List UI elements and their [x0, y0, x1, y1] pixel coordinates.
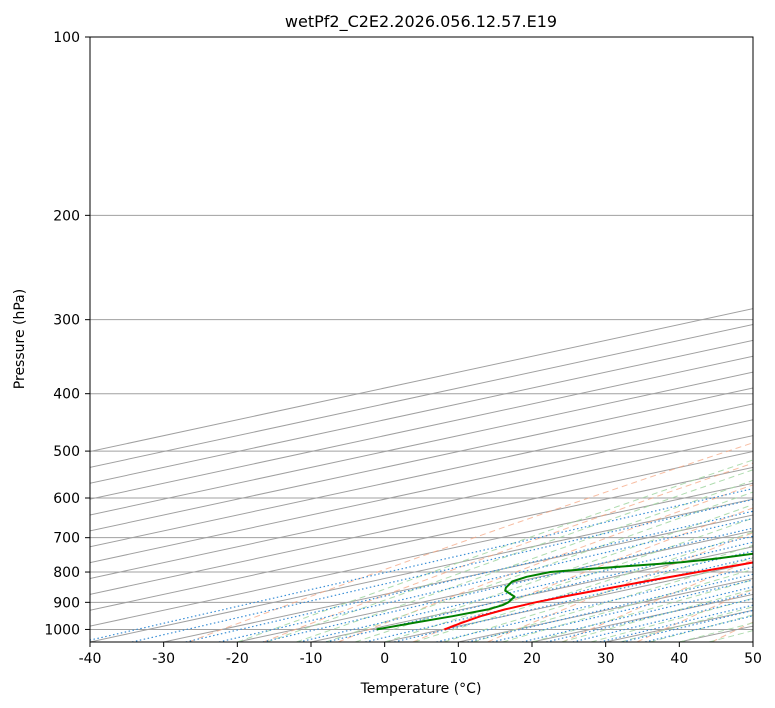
y-tick-label: 400	[53, 387, 80, 403]
mixing-ratio-line	[365, 550, 753, 642]
isotherm-gridline	[90, 435, 753, 580]
isotherm-gridline	[90, 308, 753, 453]
plot-frame	[89, 36, 754, 643]
isotherm-gridline	[90, 451, 753, 595]
isotherm-gridline	[90, 403, 753, 548]
mixing-ratio-line	[218, 517, 753, 642]
isotherm-gridline	[237, 530, 753, 642]
isotherm-gridline	[90, 466, 753, 611]
temperature-profile-line	[444, 561, 753, 631]
moist-adiabat	[443, 544, 753, 642]
x-axis-label: Temperature (°C)	[360, 681, 482, 697]
moist-adiabat	[296, 479, 753, 642]
moist-adiabat	[237, 459, 753, 642]
x-tick-label: 50	[744, 651, 762, 667]
moist-adiabat	[502, 568, 753, 642]
isotherm-gridline	[90, 324, 753, 468]
dry-adiabat	[188, 442, 753, 642]
x-tick-label: -10	[300, 651, 323, 667]
x-tick-label: -30	[152, 651, 175, 667]
y-tick-label: 100	[53, 30, 80, 46]
y-axis-label: Pressure (hPa)	[12, 289, 28, 389]
axis-ticks: -40 -30 -20 -10 0 10 20 30 40 50 100 200 300 400 500 60…	[44, 30, 762, 667]
dry-adiabat	[412, 507, 753, 642]
mixing-ratio-line	[572, 598, 753, 642]
mixing-ratio-line	[521, 586, 753, 642]
moist-adiabat	[590, 597, 753, 642]
x-tick-label: 0	[380, 651, 389, 667]
x-tick-label: 40	[670, 651, 688, 667]
y-tick-label: 500	[53, 444, 80, 460]
isotherm-gridline	[90, 419, 753, 564]
isotherm-gridline	[90, 482, 753, 627]
y-tick-label: 900	[53, 595, 80, 611]
x-tick-label: -40	[79, 651, 102, 667]
x-tick-label: 30	[597, 651, 615, 667]
mixing-ratio-line	[90, 487, 753, 641]
mixing-ratio-line	[185, 510, 753, 642]
x-tick-label: 10	[449, 651, 467, 667]
y-tick-label: 700	[53, 531, 80, 547]
moist-adiabat	[355, 504, 753, 642]
y-tick-label: 600	[53, 491, 80, 507]
y-tick-label: 200	[53, 208, 80, 224]
y-tick-label: 800	[53, 565, 80, 581]
moist-adiabat	[531, 579, 753, 642]
dewpoint-profile-line	[376, 552, 753, 631]
isotherm-gridline	[90, 498, 753, 642]
x-tick-label: -20	[226, 651, 249, 667]
isotherm-gridline	[163, 514, 753, 642]
mixing-ratio-line	[131, 498, 753, 642]
mixing-ratio-line	[492, 579, 753, 642]
plot-area	[90, 37, 753, 642]
mixing-ratio-line	[599, 604, 753, 642]
chart-title: wetPf2_C2E2.2026.056.12.57.E19	[285, 12, 557, 32]
x-tick-label: 20	[523, 651, 541, 667]
y-tick-label: 300	[53, 313, 80, 329]
y-tick-label: 1000	[44, 622, 80, 638]
moist-adiabat	[266, 469, 753, 642]
mixing-ratio-line	[546, 591, 753, 642]
